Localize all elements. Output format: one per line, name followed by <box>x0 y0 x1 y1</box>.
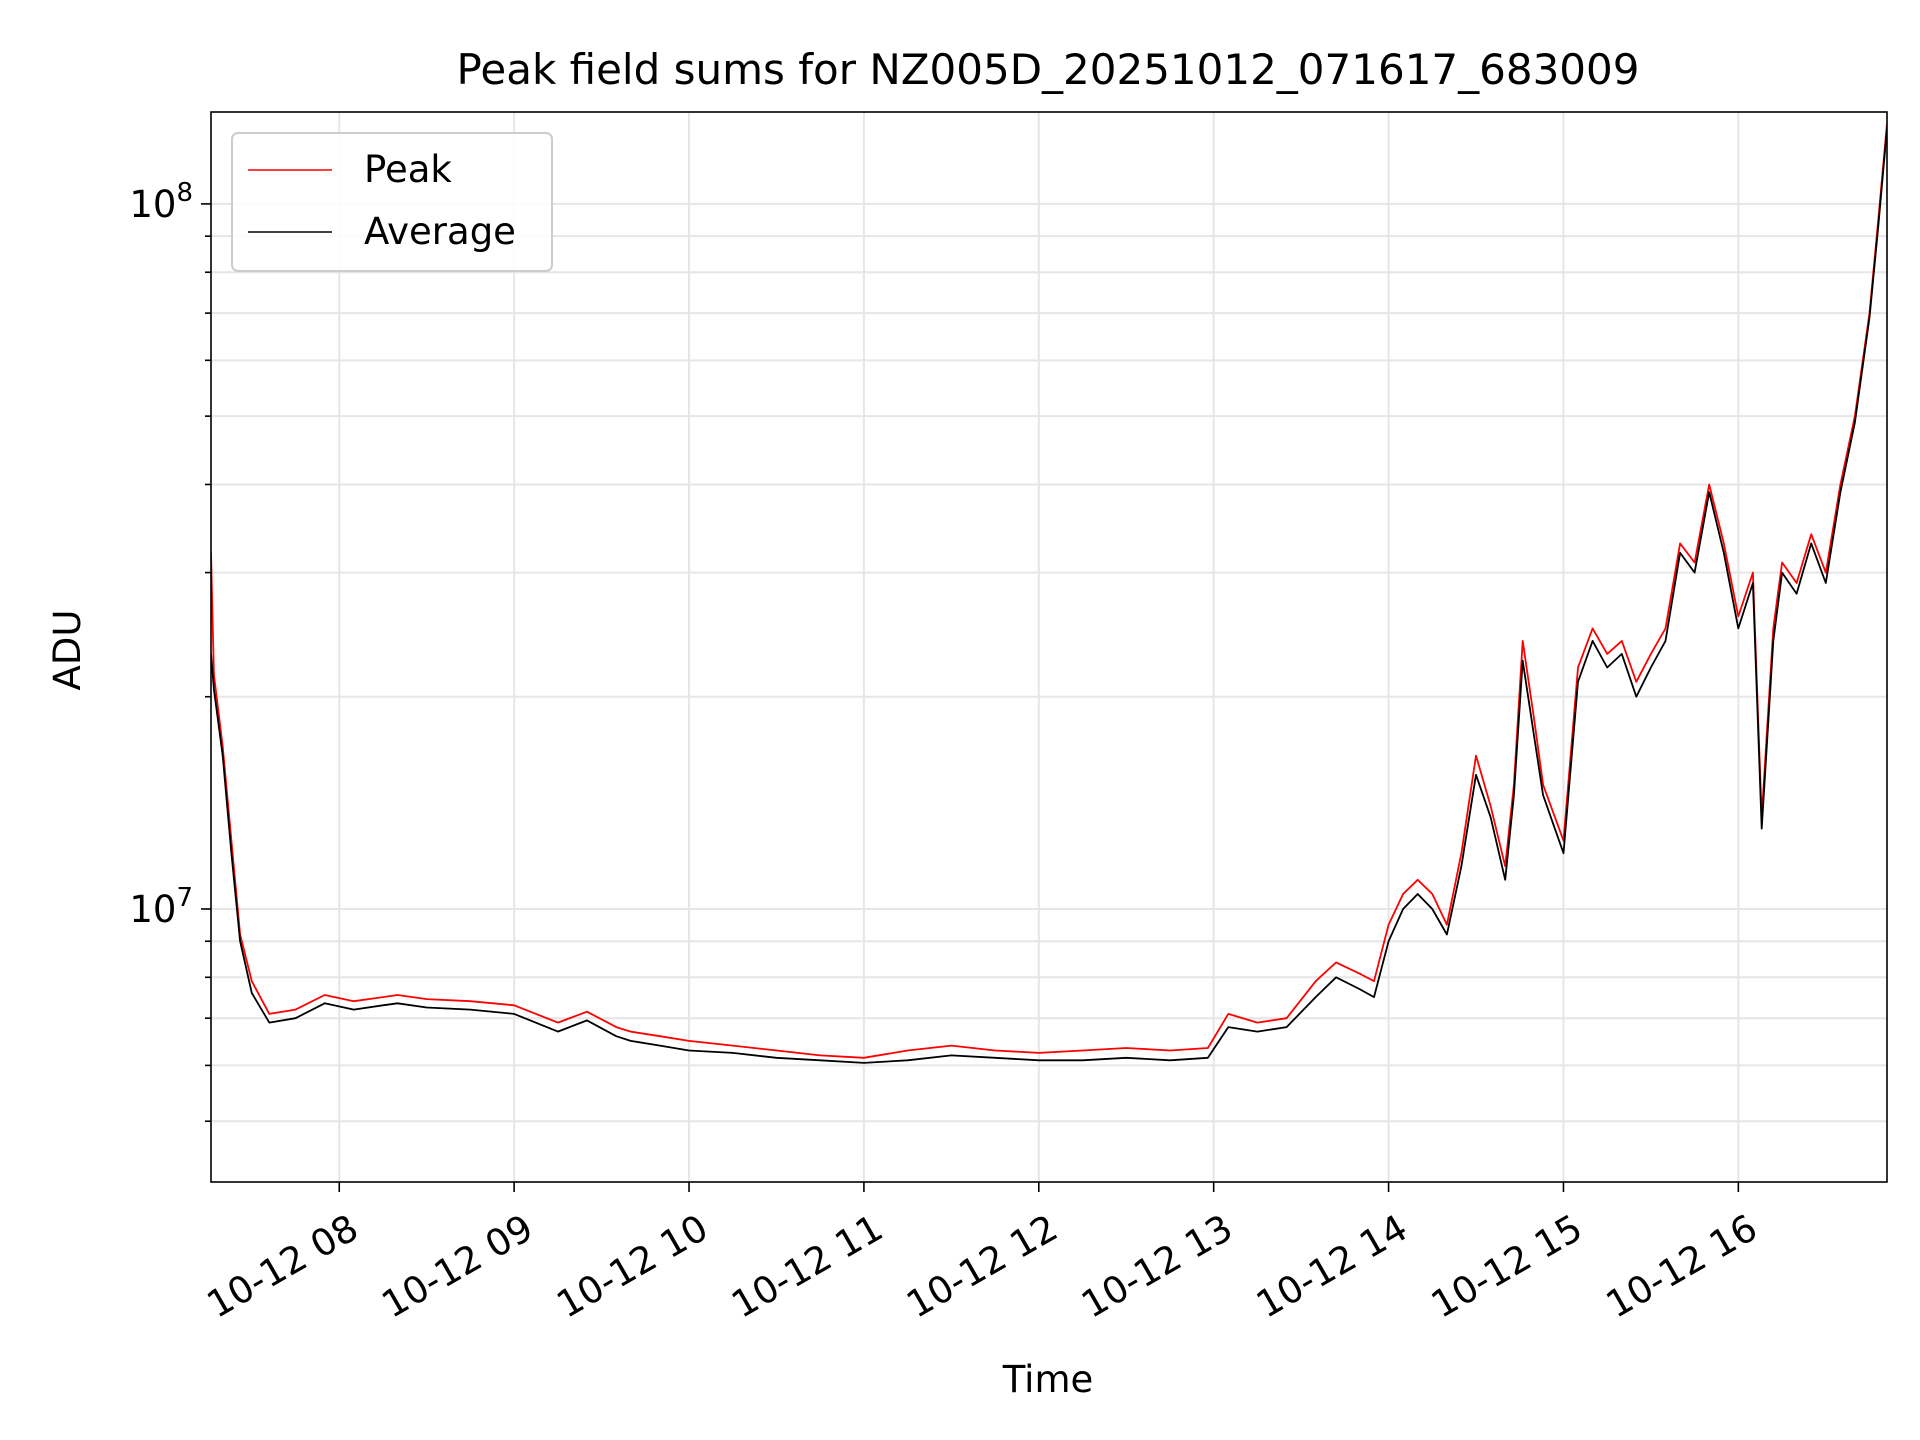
series-layer <box>211 123 1887 1064</box>
grid <box>211 112 1887 1182</box>
plot-frame <box>210 111 1888 1183</box>
legend-label-peak: Peak <box>364 148 452 191</box>
y-tick-label: 107 <box>129 883 193 931</box>
y-axis: 107 108 <box>129 178 211 1123</box>
legend-box <box>231 132 553 272</box>
legend-label-average: Average <box>364 210 516 253</box>
y-tick-label: 108 <box>129 178 193 226</box>
x-axis-label: Time <box>1002 1358 1094 1401</box>
series-line-peak <box>211 123 1887 1059</box>
y-axis-label: ADU <box>46 610 89 691</box>
legend: Peak Average <box>231 132 553 272</box>
series-line-average <box>211 128 1887 1064</box>
chart-title: Peak field sums for NZ005D_20251012_0716… <box>457 45 1640 94</box>
